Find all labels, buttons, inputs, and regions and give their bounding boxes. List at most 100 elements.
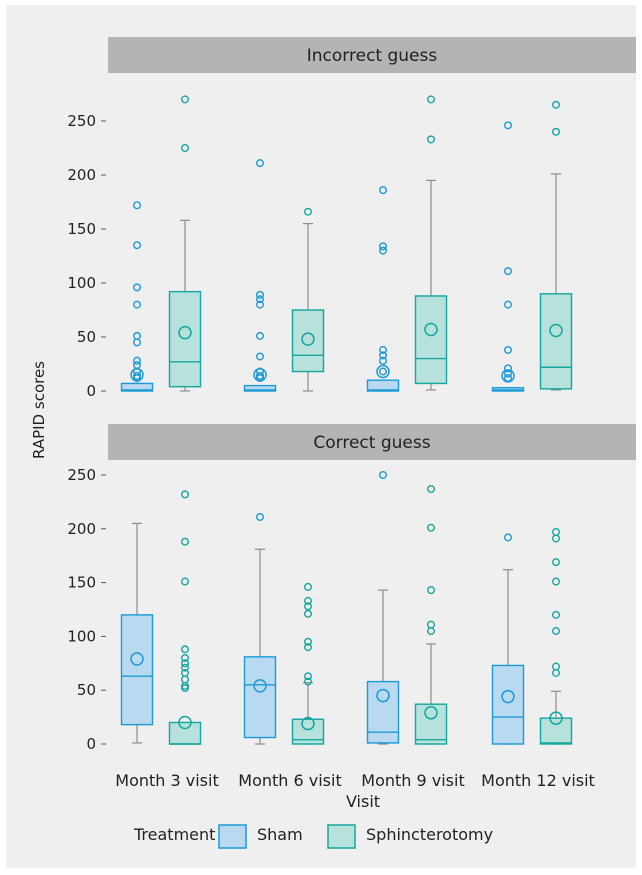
outlier-point <box>255 159 264 168</box>
outlier-point <box>427 586 436 595</box>
box-sham-4 <box>491 533 525 745</box>
mean-marker <box>301 332 315 346</box>
outlier-point <box>504 267 513 276</box>
box-iqr <box>120 614 154 726</box>
outlier-point <box>304 637 313 646</box>
y-tick-label: 250 <box>67 112 96 130</box>
box-sphincterotomy-3 <box>414 484 448 745</box>
outlier-point <box>304 643 313 652</box>
panel-title: Correct guess <box>313 433 430 453</box>
panel-header <box>108 37 636 73</box>
outlier-point <box>552 534 561 543</box>
box-sphincterotomy-1 <box>168 490 202 745</box>
outlier-point <box>132 241 141 250</box>
outlier-point <box>552 627 561 636</box>
x-tick-label: Month 3 visit <box>115 771 218 790</box>
outlier-point <box>379 345 388 354</box>
outlier-point <box>427 620 436 629</box>
box-iqr <box>120 382 154 392</box>
outlier-point <box>504 369 513 378</box>
outlier-point <box>427 627 436 636</box>
outlier-point <box>132 283 141 292</box>
outlier-point <box>304 582 313 591</box>
mean-marker <box>501 689 515 704</box>
legend: Treatment Sham Sphincterotomy <box>133 824 493 849</box>
y-tick-label: 150 <box>67 574 96 592</box>
y-tick-label: 150 <box>67 220 96 238</box>
legend-label-sham: Sham <box>257 825 303 844</box>
legend-swatch-sham <box>218 824 247 849</box>
outlier-point <box>552 100 561 109</box>
outlier-point <box>304 677 313 686</box>
box-iqr <box>366 680 400 744</box>
y-tick-label: 0 <box>86 735 96 753</box>
outlier-point <box>132 338 141 347</box>
mean-marker <box>178 325 192 340</box>
x-tick-label: Month 9 visit <box>361 771 464 790</box>
legend-title: Treatment <box>133 825 215 844</box>
y-tick-label: 200 <box>67 520 96 538</box>
y-tick-label: 200 <box>67 166 96 184</box>
mean-marker <box>424 322 438 337</box>
outlier-point <box>552 577 561 586</box>
box-sphincterotomy-3 <box>414 95 448 391</box>
outlier-point <box>304 207 313 216</box>
y-tick-label: 50 <box>77 328 96 346</box>
box-iqr <box>366 379 400 392</box>
outlier-point <box>504 374 513 383</box>
x-tick-label: Month 6 visit <box>238 771 341 790</box>
outlier-point <box>552 610 561 619</box>
box-iqr <box>291 309 325 373</box>
mean-marker <box>376 364 390 379</box>
box-iqr <box>243 384 277 392</box>
outlier-point <box>255 374 264 383</box>
outlier-point <box>180 143 189 152</box>
outlier-point <box>255 352 264 361</box>
outlier-point <box>504 533 513 542</box>
box-sham-1 <box>120 522 154 744</box>
outlier-point <box>552 668 561 677</box>
outlier-point <box>180 659 189 668</box>
box-sham-2 <box>243 159 277 392</box>
outlier-point <box>255 295 264 304</box>
panel-header <box>108 424 636 460</box>
x-axis-title: Visit <box>346 792 380 811</box>
box-sphincterotomy-2 <box>291 582 325 745</box>
box-sham-1 <box>120 201 154 392</box>
outlier-point <box>504 345 513 354</box>
box-sphincterotomy-4 <box>539 528 573 745</box>
outlier-point <box>180 645 189 654</box>
outlier-point <box>180 577 189 586</box>
mean-marker <box>424 706 438 720</box>
box-sham-2 <box>243 512 277 745</box>
outlier-point <box>180 675 189 684</box>
outlier-point <box>379 367 388 376</box>
mean-marker <box>376 688 390 703</box>
outlier-point <box>427 523 436 532</box>
outlier-point <box>255 331 264 340</box>
box-iqr <box>539 293 573 390</box>
outlier-point <box>552 528 561 537</box>
mean-marker <box>130 652 144 666</box>
box-sphincterotomy-4 <box>539 100 573 391</box>
outlier-point <box>132 356 141 365</box>
outlier-point <box>427 135 436 144</box>
outlier-point <box>379 471 388 480</box>
outlier-point <box>180 537 189 546</box>
y-tick-label: 250 <box>67 466 96 484</box>
outlier-point <box>132 300 141 309</box>
legend-swatch-sphincterotomy <box>327 824 356 849</box>
outlier-point <box>180 95 189 104</box>
box-iqr <box>491 664 525 745</box>
y-axis-title: RAPID scores <box>30 361 48 459</box>
y-tick-label: 50 <box>77 681 96 699</box>
figure-frame: Incorrect guess 0 50 100 150 200 250 Correct gu… <box>6 5 636 868</box>
outlier-point <box>304 596 313 605</box>
outlier-point <box>552 127 561 136</box>
box-sphincterotomy-2 <box>291 207 325 392</box>
outlier-point <box>180 490 189 499</box>
outlier-point <box>132 201 141 210</box>
box-iqr <box>168 721 202 745</box>
outlier-point <box>180 663 189 672</box>
